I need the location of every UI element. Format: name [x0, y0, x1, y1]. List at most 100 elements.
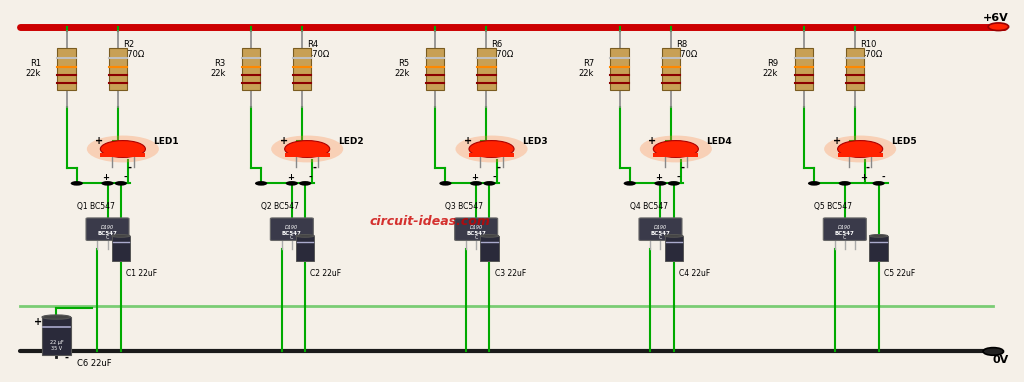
Text: R3
22k: R3 22k: [210, 59, 225, 78]
Circle shape: [100, 141, 145, 157]
Text: C3 22uF: C3 22uF: [495, 269, 526, 278]
Text: C2 22uF: C2 22uF: [310, 269, 341, 278]
Circle shape: [872, 181, 885, 186]
Text: Q1 BC547: Q1 BC547: [77, 202, 115, 211]
Text: R5
22k: R5 22k: [394, 59, 410, 78]
Text: Q2 BC547: Q2 BC547: [261, 202, 299, 211]
Bar: [426, 48, 444, 90]
Circle shape: [87, 136, 159, 162]
Text: -: -: [497, 163, 501, 173]
Text: R8
470Ω: R8 470Ω: [676, 40, 698, 59]
Text: +: +: [95, 136, 103, 146]
Circle shape: [469, 141, 514, 157]
Text: C1 22uF: C1 22uF: [126, 269, 157, 278]
FancyBboxPatch shape: [823, 218, 866, 241]
Bar: [285, 153, 330, 157]
Text: -: -: [124, 173, 128, 181]
Text: +: +: [648, 136, 656, 146]
FancyBboxPatch shape: [455, 218, 498, 241]
Text: +: +: [655, 173, 663, 181]
Bar: [477, 48, 496, 90]
Bar: [100, 153, 145, 157]
Text: -: -: [308, 173, 312, 181]
Text: +: +: [102, 173, 110, 181]
Text: LED2: LED2: [338, 137, 364, 146]
Circle shape: [271, 136, 343, 162]
Text: R7
22k: R7 22k: [579, 59, 594, 78]
Text: -: -: [312, 163, 316, 173]
Bar: [42, 317, 71, 355]
Ellipse shape: [480, 235, 499, 237]
Text: LED3: LED3: [522, 137, 548, 146]
Text: C: C: [105, 235, 110, 240]
Circle shape: [653, 141, 698, 157]
Text: Q4 BC547: Q4 BC547: [630, 202, 668, 211]
Text: LED5: LED5: [891, 137, 916, 146]
Circle shape: [255, 181, 267, 186]
Text: LED4: LED4: [707, 137, 732, 146]
Circle shape: [838, 141, 883, 157]
Text: +: +: [287, 173, 294, 181]
Circle shape: [983, 348, 1004, 355]
Text: LED1: LED1: [154, 137, 179, 146]
Bar: [838, 153, 883, 157]
Text: D190: D190: [286, 225, 298, 230]
Text: Q5 BC547: Q5 BC547: [814, 202, 852, 211]
Text: -: -: [65, 353, 69, 363]
Circle shape: [299, 181, 311, 186]
Bar: [112, 236, 130, 261]
Text: R2
470Ω: R2 470Ω: [123, 40, 145, 59]
Text: BC547: BC547: [97, 230, 118, 236]
Text: -: -: [865, 163, 869, 173]
Text: 22 µF
35 V: 22 µF 35 V: [49, 340, 63, 351]
Circle shape: [839, 181, 851, 186]
Bar: [795, 48, 813, 90]
Text: +: +: [280, 136, 288, 146]
Text: D190: D190: [654, 225, 667, 230]
Text: BC547: BC547: [835, 230, 855, 236]
Text: D190: D190: [101, 225, 114, 230]
Circle shape: [285, 141, 330, 157]
Text: +: +: [464, 136, 472, 146]
Text: R6
470Ω: R6 470Ω: [492, 40, 514, 59]
Circle shape: [483, 181, 496, 186]
Circle shape: [824, 136, 896, 162]
Circle shape: [988, 23, 1009, 31]
Ellipse shape: [869, 235, 888, 237]
FancyBboxPatch shape: [270, 218, 313, 241]
Text: C: C: [658, 235, 663, 240]
Bar: [296, 236, 314, 261]
Bar: [293, 48, 311, 90]
Text: BC547: BC547: [282, 230, 302, 236]
Circle shape: [115, 181, 127, 186]
Circle shape: [71, 181, 83, 186]
Text: +: +: [34, 317, 42, 327]
Bar: [653, 153, 698, 157]
Ellipse shape: [296, 235, 314, 237]
Bar: [665, 236, 683, 261]
Text: 0V: 0V: [992, 355, 1009, 365]
Text: Q3 BC547: Q3 BC547: [445, 202, 483, 211]
Text: C6 22uF: C6 22uF: [77, 359, 112, 368]
Bar: [869, 236, 888, 261]
Circle shape: [808, 181, 820, 186]
Circle shape: [470, 181, 482, 186]
Circle shape: [654, 181, 667, 186]
Ellipse shape: [42, 315, 71, 319]
Circle shape: [624, 181, 636, 186]
Text: R10
470Ω: R10 470Ω: [860, 40, 883, 59]
Ellipse shape: [665, 235, 683, 237]
Text: circuit-ideas.com: circuit-ideas.com: [370, 215, 490, 228]
Text: C: C: [474, 235, 478, 240]
Text: +: +: [833, 136, 841, 146]
Text: C5 22uF: C5 22uF: [884, 269, 915, 278]
FancyBboxPatch shape: [639, 218, 682, 241]
Circle shape: [456, 136, 527, 162]
Text: -: -: [493, 173, 497, 181]
Bar: [469, 153, 514, 157]
Text: C4 22uF: C4 22uF: [679, 269, 711, 278]
Bar: [610, 48, 629, 90]
Text: R4
470Ω: R4 470Ω: [307, 40, 330, 59]
Text: -: -: [882, 173, 886, 181]
Text: BC547: BC547: [466, 230, 486, 236]
